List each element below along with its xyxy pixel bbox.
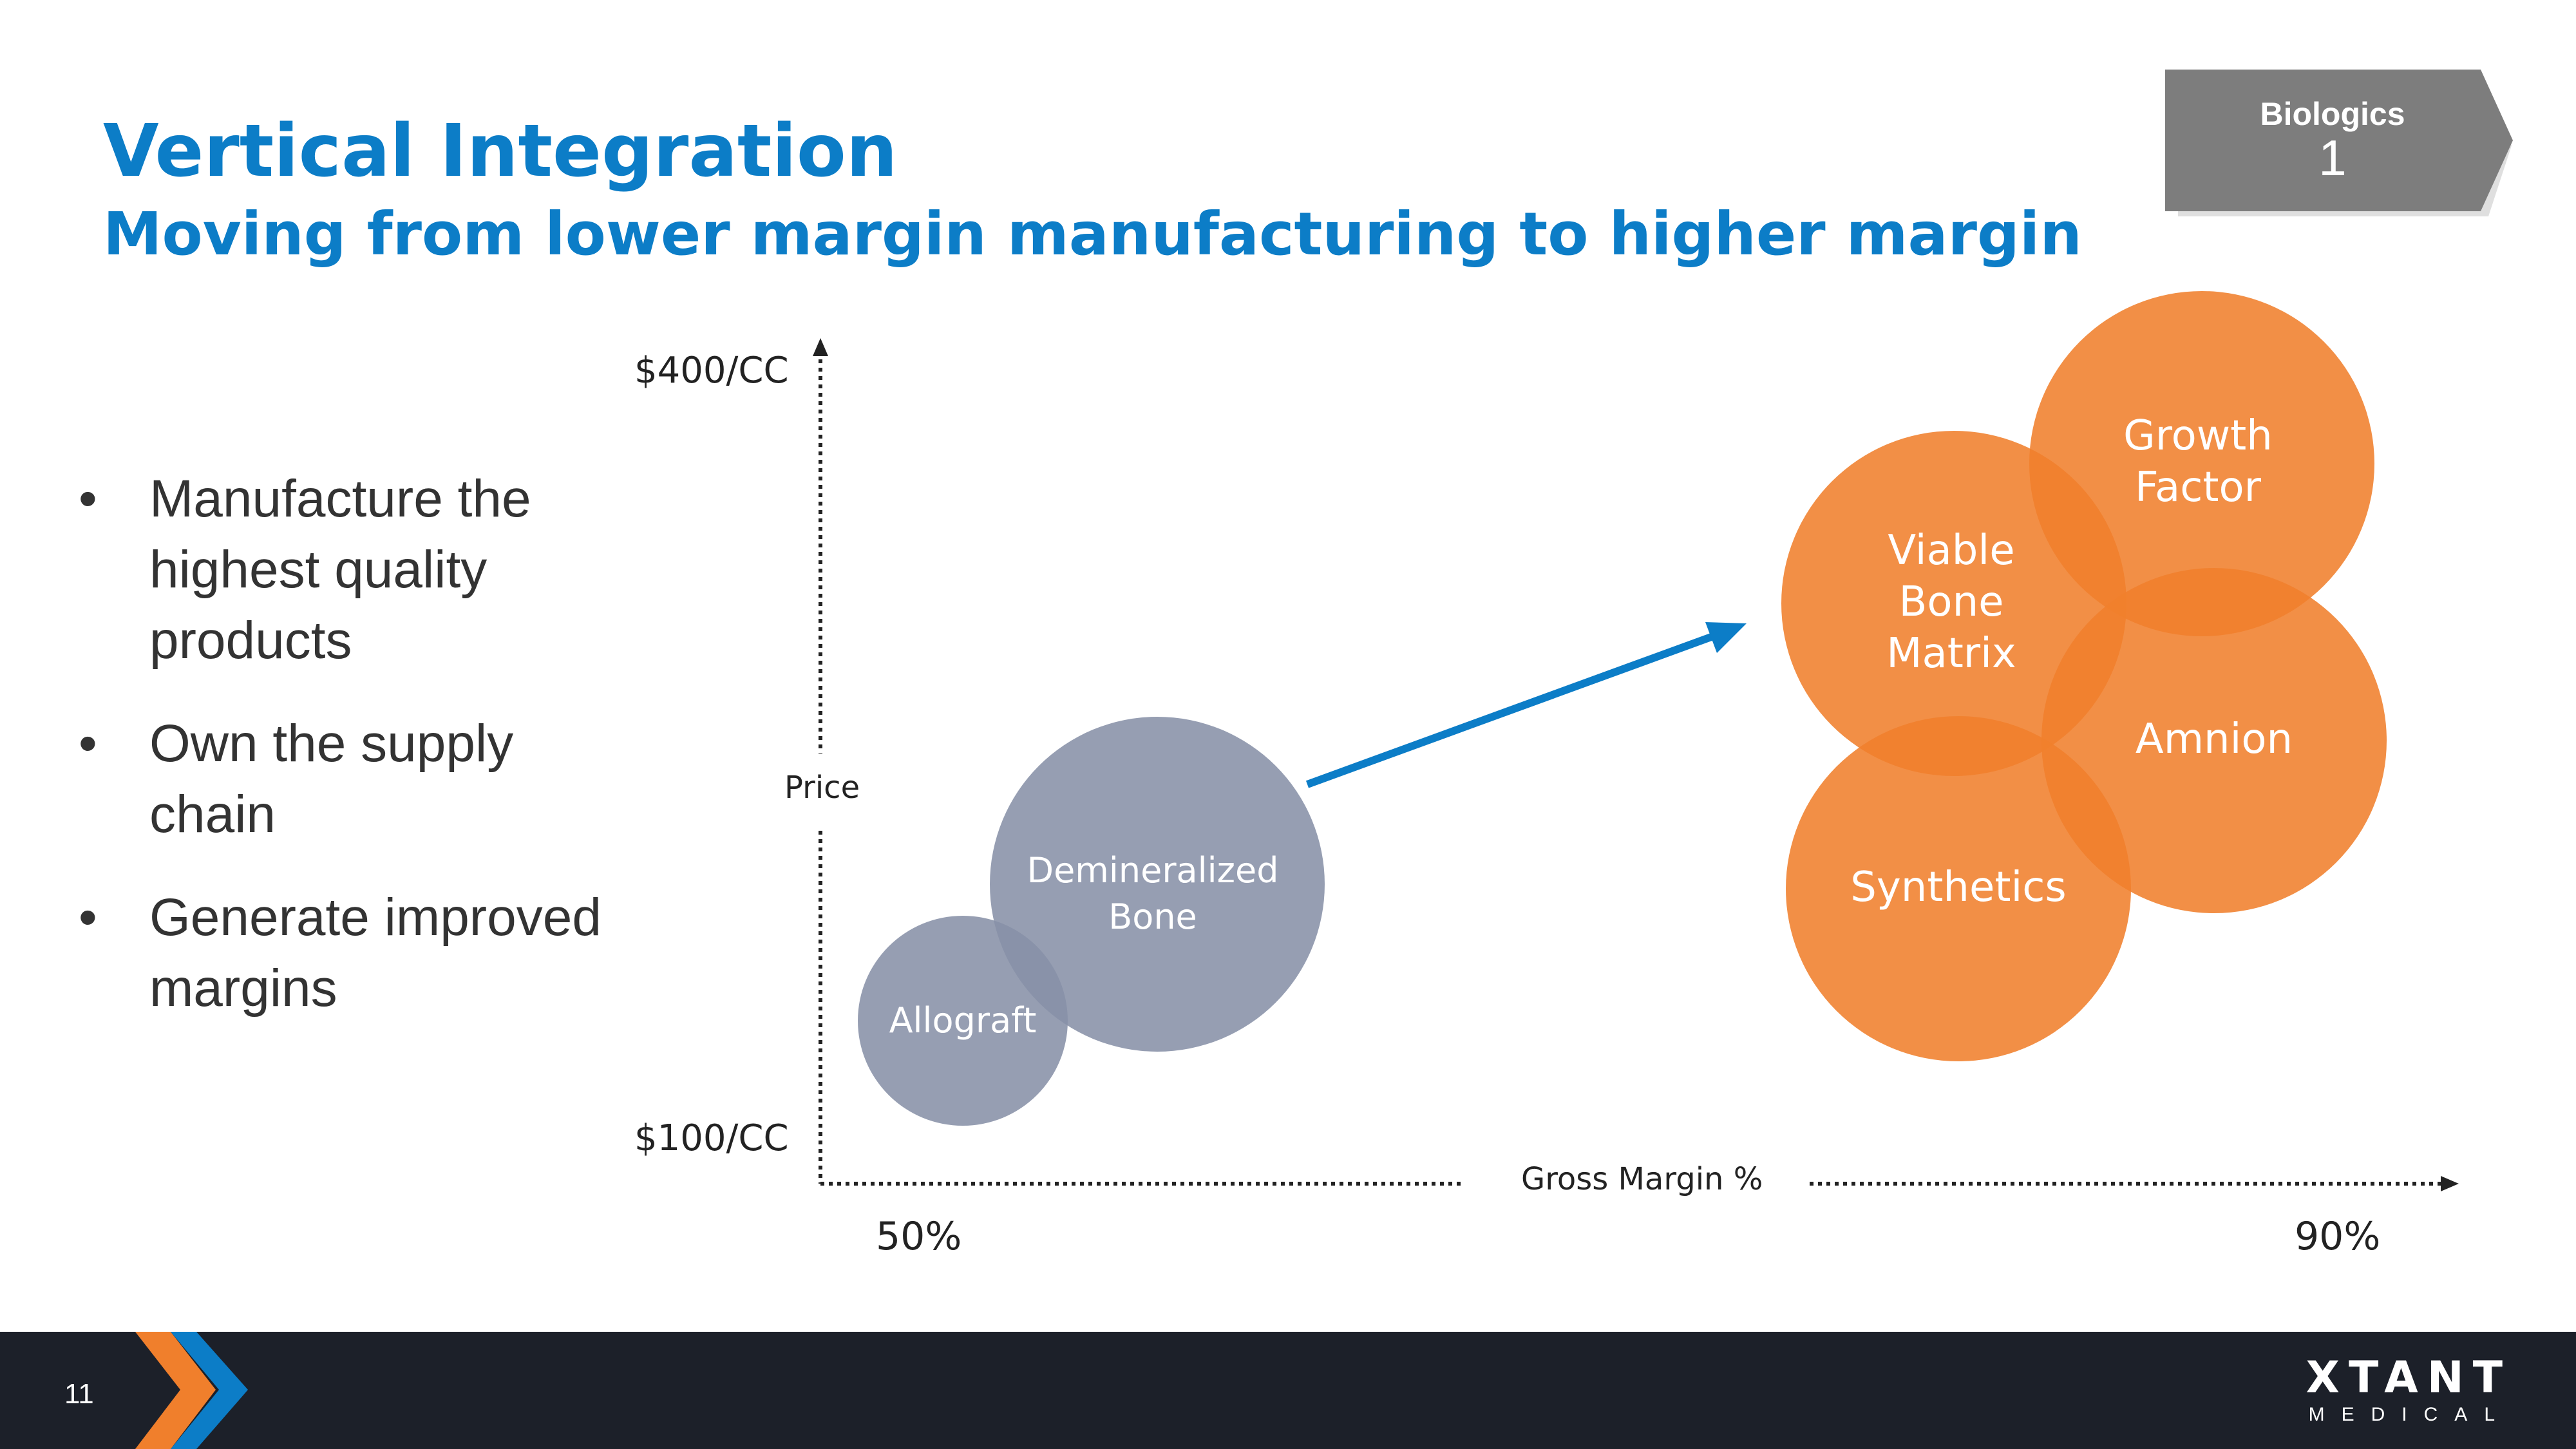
bubble-demineralized-bone <box>990 717 1325 1052</box>
bubble-label-line: Synthetics <box>1850 864 2067 911</box>
x-axis-title: Gross Margin % <box>1521 1161 1763 1197</box>
bullet-item: • Generate improved margins <box>71 882 650 1024</box>
bullet-dot: • <box>79 469 97 528</box>
company-logo: XTANT <box>2306 1352 2512 1403</box>
y-axis-min-label: $100/CC <box>634 1117 789 1159</box>
bubble-label-line: Bone <box>1108 896 1197 937</box>
chevron-logo-icon <box>135 1332 248 1449</box>
bullet-item: • Own the supply chain <box>71 708 650 850</box>
bubble-label-demineralized-bone: Demineralized Bone <box>1027 848 1279 940</box>
bubble-amnion <box>2041 568 2387 913</box>
company-logo-sub: MEDICAL <box>2308 1404 2512 1425</box>
bubble-label-allograft: Allograft <box>889 998 1037 1044</box>
bubble-label-amnion: Amnion <box>2136 714 2293 765</box>
bubble-label-line: Demineralized <box>1027 850 1279 891</box>
bubble-label-synthetics: Synthetics <box>1850 862 2067 913</box>
bullet-text: Generate improved margins <box>149 888 601 1018</box>
bubble-label-growth-factor: Growth Factor <box>2123 410 2273 513</box>
bubble-synthetics <box>1786 716 2131 1061</box>
x-axis-min-label: 50% <box>876 1214 962 1259</box>
bubble-growth-factor <box>2029 291 2374 636</box>
bubble-label-viable-bone-matrix: Viable Bone Matrix <box>1886 525 2016 679</box>
page-title: Vertical Integration <box>103 109 898 193</box>
y-axis-max-label: $400/CC <box>634 350 789 392</box>
section-tag <box>2165 70 2513 216</box>
bubble-label-line: Growth <box>2123 412 2273 460</box>
footer-bar <box>0 1332 2576 1449</box>
trend-arrow-line <box>1305 632 1715 788</box>
page-number: 11 <box>64 1378 94 1410</box>
bubble-label-line: Viable <box>1888 527 2015 574</box>
arrow-up-icon <box>813 338 828 356</box>
bullet-dot: • <box>79 714 97 773</box>
bullet-item: • Manufacture the highest quality product… <box>71 464 650 676</box>
bubble-label-line: Bone <box>1899 578 2004 626</box>
y-axis-title: Price <box>784 770 860 806</box>
section-tag-number: 1 <box>2318 129 2347 186</box>
arrow-right-icon <box>2441 1176 2459 1191</box>
bubble-label-line: Factor <box>2135 464 2261 511</box>
bubble-label-line: Matrix <box>1886 630 2016 677</box>
bubble-label-line: Amnion <box>2135 715 2293 763</box>
bullet-dot: • <box>79 888 97 947</box>
bullet-list: • Manufacture the highest quality product… <box>71 464 650 1056</box>
bubble-label-line: Allograft <box>889 1000 1037 1041</box>
page-subtitle: Moving from lower margin manufacturing t… <box>103 200 2082 269</box>
trend-arrow-head <box>1705 622 1747 653</box>
x-axis-max-label: 90% <box>2295 1214 2381 1259</box>
bullet-text: Own the supply chain <box>149 714 514 844</box>
bullet-text: Manufacture the highest quality products <box>149 469 531 670</box>
section-tag-label: Biologics <box>2260 96 2405 132</box>
